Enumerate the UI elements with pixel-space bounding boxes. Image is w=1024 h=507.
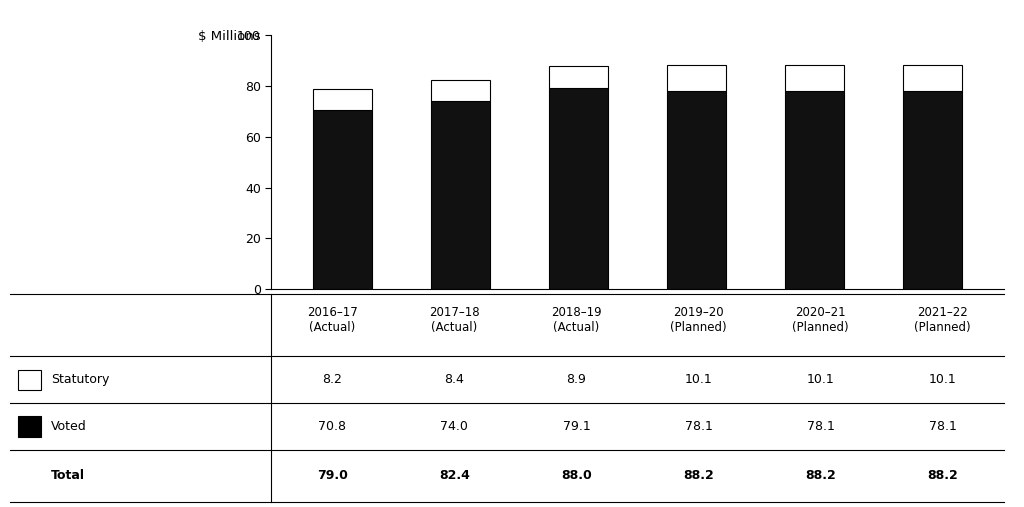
Text: 2019–20
(Planned): 2019–20 (Planned) (670, 306, 727, 334)
Text: 10.1: 10.1 (685, 373, 713, 386)
Bar (431, 101, 489, 289)
Text: 8.2: 8.2 (323, 373, 342, 386)
Text: 70.8: 70.8 (318, 420, 346, 433)
Text: 88.2: 88.2 (927, 469, 957, 483)
Text: 88.2: 88.2 (805, 469, 836, 483)
Text: 2017–18
(Actual): 2017–18 (Actual) (429, 306, 479, 334)
Bar (785, 91, 844, 289)
Text: 88.0: 88.0 (561, 469, 592, 483)
Text: 10.1: 10.1 (929, 373, 956, 386)
Text: 2018–19
(Actual): 2018–19 (Actual) (551, 306, 602, 334)
Text: 2020–21
(Planned): 2020–21 (Planned) (793, 306, 849, 334)
Bar (667, 91, 726, 289)
Text: 2021–22
(Planned): 2021–22 (Planned) (914, 306, 971, 334)
Bar (549, 88, 608, 289)
Bar (785, 65, 844, 91)
Text: 78.1: 78.1 (684, 420, 713, 433)
Text: 79.0: 79.0 (317, 469, 348, 483)
Bar (667, 65, 726, 91)
Text: 8.9: 8.9 (566, 373, 587, 386)
Text: Total: Total (51, 469, 85, 483)
Bar (312, 110, 372, 289)
Text: 78.1: 78.1 (807, 420, 835, 433)
Bar (903, 65, 963, 91)
Text: Voted: Voted (51, 420, 87, 433)
Bar (549, 66, 608, 88)
Text: Statutory: Statutory (51, 373, 110, 386)
Bar (312, 89, 372, 110)
Text: 2016–17
(Actual): 2016–17 (Actual) (307, 306, 357, 334)
Text: 8.4: 8.4 (444, 373, 464, 386)
Text: 88.2: 88.2 (683, 469, 714, 483)
Bar (903, 91, 963, 289)
Text: 82.4: 82.4 (439, 469, 470, 483)
Text: 74.0: 74.0 (440, 420, 468, 433)
Text: 10.1: 10.1 (807, 373, 835, 386)
Text: $ Millions: $ Millions (199, 30, 261, 44)
Bar (431, 80, 489, 101)
Text: 79.1: 79.1 (562, 420, 590, 433)
Text: 78.1: 78.1 (929, 420, 956, 433)
